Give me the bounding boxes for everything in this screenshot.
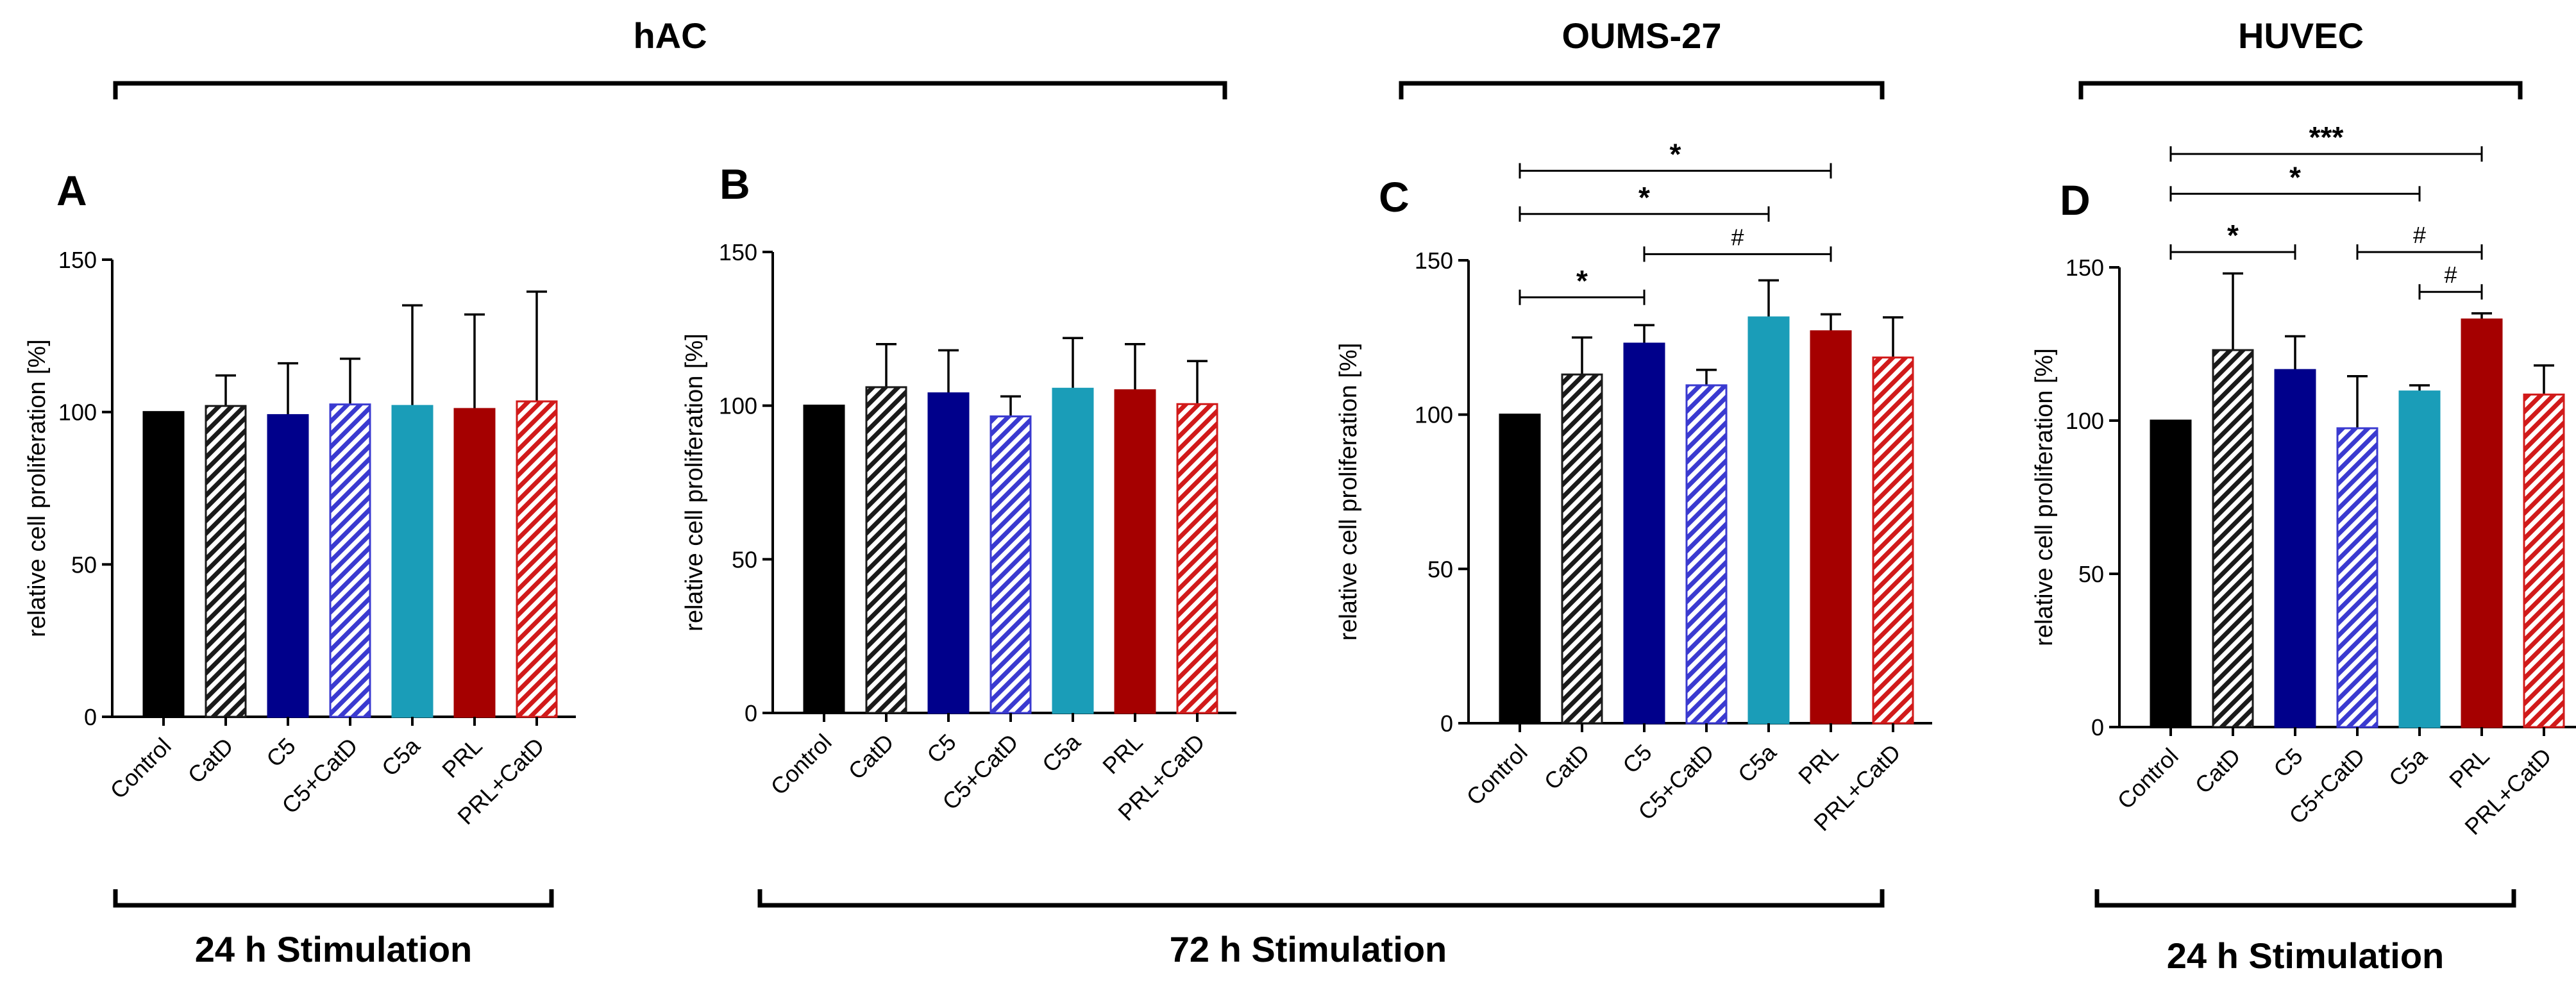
- bar-catd: [205, 405, 247, 718]
- group-title-huvec: HUVEC: [2238, 15, 2364, 56]
- y-tick-label: 150: [2066, 255, 2104, 281]
- bar-prl-catd: [1176, 403, 1218, 714]
- bar-prl: [1810, 330, 1852, 724]
- y-tick-label: 100: [2066, 408, 2104, 434]
- y-axis-label: relative cell proliferation [%]: [2031, 348, 2058, 646]
- y-tick-label: 100: [719, 393, 757, 419]
- significance-label: #: [2413, 222, 2426, 248]
- bar-c5: [267, 414, 309, 718]
- panel-letter: C: [1379, 173, 1410, 221]
- stimulation-label-72h: 72 h Stimulation: [1170, 929, 1447, 969]
- significance-label: *: [2289, 160, 2301, 194]
- bar-c5: [2274, 369, 2316, 728]
- x-tick-label: Control: [2112, 743, 2184, 814]
- x-tick-label: C5: [922, 729, 961, 769]
- group-bracket-hac: hAC: [113, 15, 1227, 99]
- y-tick-label: 0: [2091, 714, 2104, 741]
- bar-prl: [453, 408, 496, 718]
- group-bracket-huvec: HUVEC: [2078, 15, 2523, 99]
- y-tick-label: 50: [732, 546, 757, 573]
- bar-control: [803, 405, 845, 714]
- bar-c5-catd: [329, 403, 371, 718]
- bar-prl: [2461, 318, 2503, 728]
- x-tick-label: PRL: [2444, 743, 2495, 794]
- stimulation-bracket-24h-hac: 24 h Stimulation: [113, 889, 554, 969]
- panel-letter: B: [720, 160, 750, 208]
- bar-c5a: [1052, 387, 1094, 714]
- y-tick-label: 0: [745, 700, 757, 726]
- bar-c5-catd: [2336, 427, 2378, 728]
- x-tick-label: C5: [2268, 743, 2308, 783]
- bar-control: [142, 411, 185, 718]
- significance-label: *: [2227, 219, 2239, 252]
- y-tick-label: 150: [719, 239, 757, 265]
- x-tick-label: PRL: [437, 733, 487, 783]
- y-tick-label: 50: [1427, 556, 1453, 582]
- y-axis-label: relative cell proliferation [%]: [1335, 343, 1362, 641]
- x-tick-label: PRL: [1793, 739, 1844, 790]
- bar-c5-catd: [989, 415, 1032, 714]
- stimulation-label-24h-hac: 24 h Stimulation: [195, 929, 473, 969]
- x-tick-label: C5: [1617, 739, 1657, 779]
- significance-label: ***: [2309, 121, 2344, 154]
- x-tick-label: CatD: [183, 733, 239, 789]
- group-bracket-oums27: OUMS-27: [1399, 15, 1885, 99]
- y-axis-label: relative cell proliferation [%]: [24, 339, 51, 637]
- bar-catd: [865, 386, 907, 714]
- significance-label: *: [1638, 181, 1650, 214]
- x-tick-label: C5a: [1037, 728, 1086, 777]
- x-tick-label: C5a: [1733, 739, 1781, 787]
- x-tick-label: CatD: [843, 729, 899, 785]
- y-axis-label: relative cell proliferation [%]: [681, 333, 708, 632]
- bar-c5-catd: [1685, 384, 1728, 724]
- bar-c5: [927, 392, 970, 714]
- bar-prl-catd: [1872, 356, 1914, 724]
- bar-c5: [1623, 342, 1665, 724]
- y-tick-label: 150: [58, 247, 97, 273]
- y-tick-label: 100: [1415, 402, 1453, 428]
- significance-label: *: [1576, 264, 1588, 297]
- panel-letter: A: [56, 167, 87, 214]
- bar-control: [1499, 414, 1541, 724]
- group-title-oums27: OUMS-27: [1562, 15, 1722, 56]
- bar-catd: [2212, 349, 2254, 728]
- group-title-hac: hAC: [633, 15, 707, 56]
- x-tick-label: Control: [1461, 739, 1533, 810]
- y-tick-label: 0: [84, 704, 97, 730]
- bar-prl: [1114, 389, 1156, 714]
- significance-label: #: [1731, 224, 1744, 250]
- x-tick-label: PRL: [1097, 729, 1148, 780]
- bar-prl-catd: [516, 400, 558, 718]
- bar-c5a: [2398, 390, 2441, 728]
- significance-label: #: [2444, 262, 2457, 288]
- x-tick-label: Control: [766, 729, 837, 800]
- bar-c5a: [1747, 316, 1790, 724]
- panel-letter: D: [2060, 176, 2091, 224]
- stimulation-label-24h-huvec: 24 h Stimulation: [2167, 935, 2445, 976]
- x-tick-label: C5: [261, 733, 301, 773]
- bar-c5a: [391, 405, 434, 718]
- x-tick-label: C5a: [2384, 742, 2432, 791]
- bar-control: [2150, 419, 2192, 728]
- x-tick-label: Control: [105, 733, 176, 804]
- x-tick-label: CatD: [1539, 739, 1595, 795]
- y-tick-label: 50: [2078, 561, 2104, 587]
- stimulation-bracket-24h-huvec: 24 h Stimulation: [2094, 889, 2516, 976]
- y-tick-label: 150: [1415, 247, 1453, 274]
- bar-prl-catd: [2523, 393, 2565, 728]
- y-tick-label: 0: [1440, 710, 1453, 737]
- bar-catd: [1561, 373, 1603, 724]
- stimulation-bracket-72h: 72 h Stimulation: [757, 889, 1885, 969]
- y-tick-label: 100: [58, 399, 97, 426]
- significance-label: *: [1670, 137, 1681, 171]
- x-tick-label: CatD: [2190, 743, 2246, 799]
- y-tick-label: 50: [71, 551, 97, 578]
- x-tick-label: C5a: [376, 732, 425, 781]
